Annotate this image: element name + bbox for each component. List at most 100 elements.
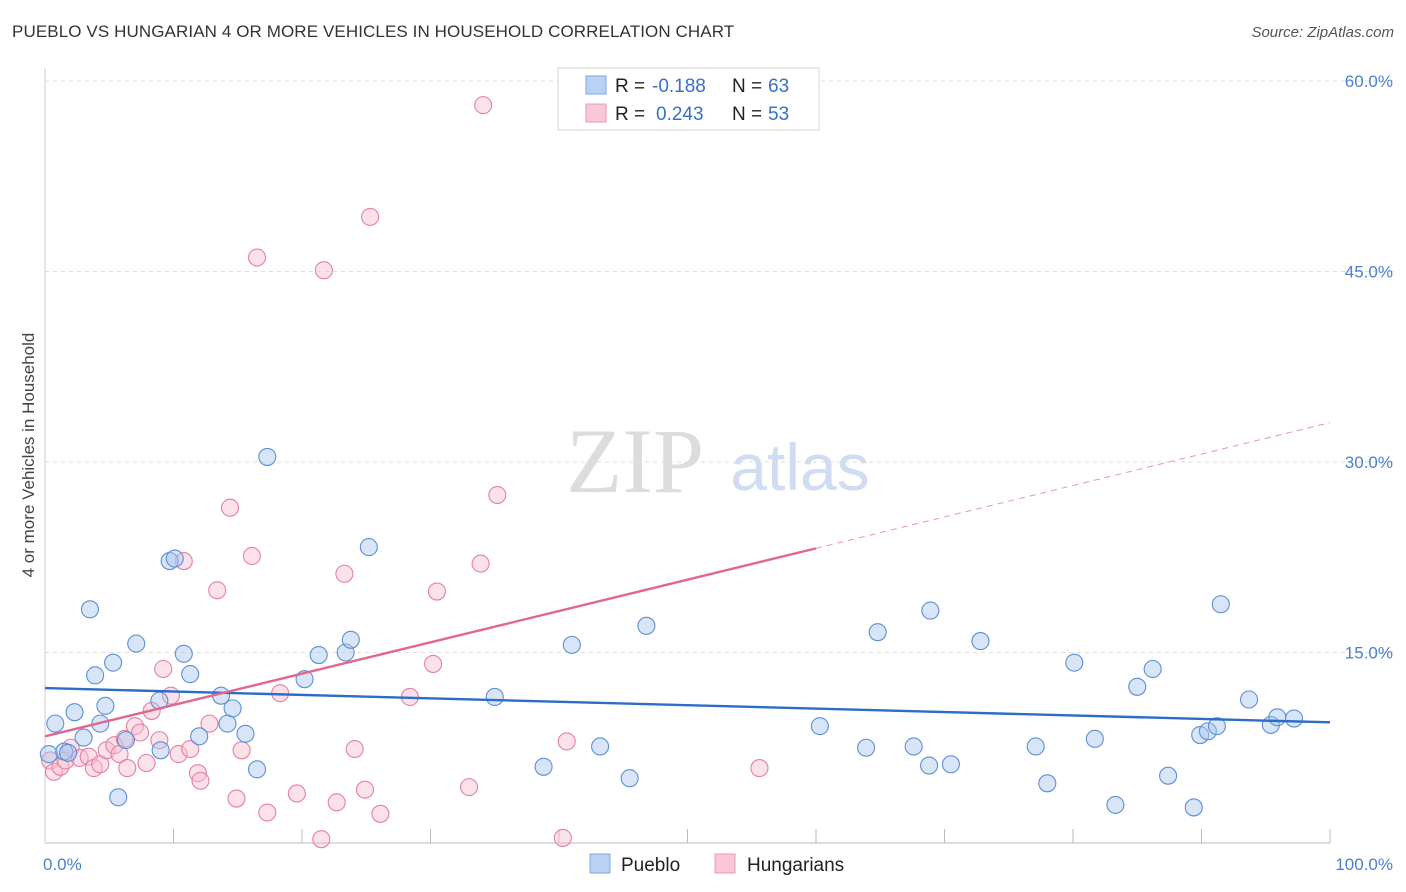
- pueblo-point: [96, 696, 115, 715]
- pueblo-point: [857, 738, 876, 757]
- hungarians-point: [258, 803, 277, 822]
- hungarians-point: [227, 789, 246, 808]
- hungarians-point: [208, 581, 227, 600]
- pueblo-point: [1128, 677, 1147, 696]
- pueblo-r-value: -0.188: [652, 76, 706, 97]
- hungarians-point: [488, 485, 507, 505]
- pueblo-point: [904, 737, 923, 756]
- pueblo-point: [971, 632, 990, 651]
- hungarians-point: [474, 96, 493, 115]
- pueblo-point: [236, 724, 255, 743]
- hungarians-trend-line: [44, 547, 817, 738]
- pueblo-point: [1065, 653, 1084, 672]
- pueblo-point: [341, 630, 360, 649]
- hungarians-point: [115, 729, 134, 748]
- hungarians-point: [371, 804, 390, 823]
- gridlines: [45, 80, 1395, 653]
- hungarians-point: [131, 723, 150, 742]
- pueblo-point: [218, 714, 237, 733]
- chart-title: PUEBLO VS HUNGARIAN 4 OR MORE VEHICLES I…: [12, 22, 735, 41]
- hungarians-points: [41, 96, 769, 849]
- pueblo-point: [151, 741, 170, 760]
- watermark-zip: ZIP: [566, 410, 704, 512]
- legend-hungarians-label: Hungarians: [747, 855, 844, 876]
- hungarians-point: [557, 732, 576, 751]
- pueblo-trend-line: [44, 686, 1331, 724]
- hungarians-point: [459, 778, 479, 797]
- pueblo-point: [80, 600, 100, 619]
- pueblo-point: [359, 538, 378, 557]
- hungarians-point: [361, 207, 380, 226]
- tick-labels: 15.0% 30.0% 45.0% 60.0% 0.0% 100.0%: [43, 72, 1393, 874]
- pueblo-point: [1159, 766, 1178, 785]
- legend-pueblo-label: Pueblo: [621, 855, 680, 876]
- y-tick-label: 60.0%: [1345, 72, 1393, 91]
- hungarians-point: [750, 759, 769, 778]
- pueblo-r-label: R =: [615, 76, 645, 97]
- hungarians-point: [327, 793, 346, 812]
- hungarians-point: [232, 741, 251, 760]
- hungarians-point: [553, 828, 572, 847]
- hungarians-point: [355, 780, 375, 799]
- pueblo-point: [109, 788, 128, 807]
- hungarians-r-value: 0.243: [656, 104, 704, 125]
- pueblo-point: [1038, 774, 1057, 793]
- x-tick-label-max: 100.0%: [1335, 855, 1393, 874]
- pueblo-point: [127, 634, 146, 653]
- pueblo-point: [165, 549, 184, 568]
- pueblo-point: [59, 743, 78, 762]
- pueblo-point: [1207, 717, 1226, 736]
- hungarians-point: [345, 739, 364, 759]
- hungarians-point: [335, 564, 354, 583]
- pueblo-point: [591, 737, 610, 756]
- hungarians-point: [427, 582, 446, 601]
- hungarians-point: [105, 736, 124, 755]
- hungarians-point: [424, 654, 443, 673]
- pueblo-point: [86, 666, 105, 685]
- pueblo-point: [174, 644, 193, 663]
- pueblo-point: [1085, 729, 1104, 748]
- pueblo-point: [921, 601, 940, 620]
- hungarians-trend-extension: [815, 422, 1331, 549]
- pueblo-point: [309, 645, 328, 665]
- trend-lines: [44, 422, 1331, 738]
- hungarians-n-label: N =: [732, 104, 762, 125]
- hungarians-point: [247, 248, 267, 267]
- pueblo-point: [116, 731, 136, 750]
- pueblo-point: [637, 616, 656, 635]
- pueblo-point: [868, 623, 887, 642]
- pueblo-stats-swatch: [585, 75, 607, 95]
- hungarians-point: [70, 748, 89, 767]
- watermark-atlas: atlas: [730, 430, 869, 504]
- hungarians-n-value: 53: [768, 104, 789, 125]
- pueblo-point: [223, 699, 242, 718]
- pueblo-point: [810, 717, 829, 736]
- hungarians-point: [287, 784, 306, 803]
- pueblo-point: [1268, 708, 1287, 727]
- pueblo-point: [1284, 709, 1304, 728]
- y-tick-label: 30.0%: [1345, 453, 1393, 472]
- pueblo-point: [181, 665, 200, 684]
- hungarians-point: [312, 830, 331, 849]
- pueblo-point: [258, 447, 277, 466]
- pueblo-point: [562, 635, 581, 654]
- pueblo-point: [1106, 795, 1125, 814]
- legend-hungarians-swatch: [714, 853, 736, 874]
- pueblo-point: [485, 687, 504, 707]
- pueblo-n-label: N =: [732, 76, 762, 97]
- hungarians-point: [137, 753, 156, 773]
- pueblo-points: [39, 447, 1304, 817]
- pueblo-point: [1198, 722, 1217, 741]
- pueblo-n-value: 63: [768, 76, 789, 97]
- pueblo-point: [74, 728, 93, 747]
- pueblo-point: [941, 755, 960, 774]
- hungarians-point: [200, 714, 219, 733]
- pueblo-point: [160, 552, 179, 571]
- hungarians-r-label: R =: [615, 104, 645, 125]
- pueblo-point: [65, 703, 84, 722]
- axes: [44, 68, 1331, 844]
- y-axis-label: 4 or more Vehicles in Household: [19, 333, 38, 578]
- pueblo-point: [1239, 690, 1259, 709]
- pueblo-point: [46, 714, 65, 733]
